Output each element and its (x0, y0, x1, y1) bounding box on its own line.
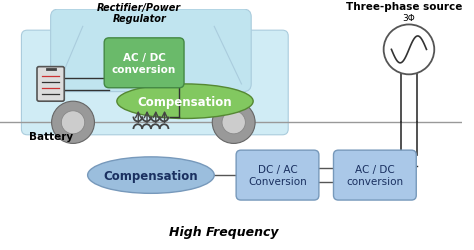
Text: Three-phase source: Three-phase source (346, 2, 462, 12)
Text: AC / DC
conversion: AC / DC conversion (112, 53, 176, 74)
Ellipse shape (117, 84, 253, 119)
FancyBboxPatch shape (104, 39, 184, 88)
Text: 3Φ: 3Φ (402, 14, 415, 22)
Text: Compensation: Compensation (137, 95, 232, 108)
Ellipse shape (88, 157, 214, 194)
FancyBboxPatch shape (51, 10, 251, 92)
Text: Battery: Battery (28, 131, 73, 141)
Text: Rectifier/Power
Regulator: Rectifier/Power Regulator (97, 3, 181, 24)
Text: Compensation: Compensation (104, 169, 198, 182)
FancyBboxPatch shape (236, 150, 319, 200)
FancyBboxPatch shape (334, 150, 416, 200)
Circle shape (383, 25, 434, 75)
Text: High Frequency: High Frequency (169, 226, 279, 238)
Text: DC / AC
Conversion: DC / AC Conversion (248, 165, 307, 186)
Circle shape (222, 111, 246, 134)
Text: AC / DC
conversion: AC / DC conversion (346, 165, 403, 186)
Circle shape (61, 111, 85, 134)
Circle shape (212, 102, 255, 144)
Circle shape (52, 102, 94, 144)
FancyBboxPatch shape (37, 67, 64, 102)
FancyBboxPatch shape (21, 31, 288, 135)
